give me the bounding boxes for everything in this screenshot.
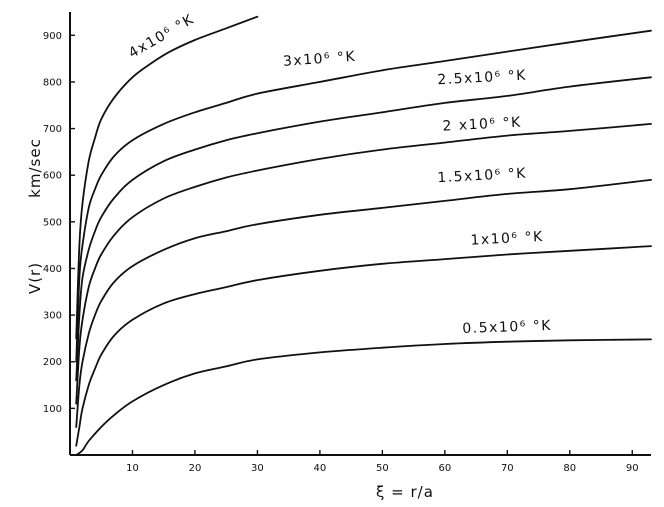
curve-labels: 4x10⁶ °K 3x10⁶ °K 2.5x10⁶ °K 2 x10⁶ °K 1.5x1… — [126, 11, 552, 337]
curve-label-3: 2.5x10⁶ °K — [437, 68, 527, 89]
x-tick-label: 50 — [376, 463, 389, 474]
curve-series-7 — [75, 338, 652, 456]
curve-series-3 — [75, 76, 652, 382]
y-tick-label: 200 — [43, 357, 62, 368]
x-tick-label: 40 — [314, 463, 327, 474]
x-ticks: 10 20 30 40 50 60 70 80 90 — [126, 450, 639, 474]
curve-series-5 — [75, 179, 652, 428]
y-axis-title-velocity: V(r) — [26, 262, 44, 294]
y-ticks: 100 200 300 400 500 600 700 800 900 — [43, 31, 75, 415]
curve-series-1 — [75, 15, 259, 340]
x-tick-label: 80 — [563, 463, 576, 474]
y-axis-title-units: km/sec — [26, 138, 44, 198]
curve-label-5: 1.5x10⁶ °K — [437, 166, 527, 187]
curve-label-6: 1x10⁶ °K — [470, 229, 544, 249]
y-tick-label: 100 — [43, 404, 62, 415]
y-tick-label: 400 — [43, 264, 62, 275]
y-tick-label: 600 — [43, 171, 62, 182]
curve-series-6 — [75, 245, 652, 447]
y-tick-label: 500 — [43, 217, 62, 228]
curve-label-7: 0.5x10⁶ °K — [462, 318, 552, 337]
curve-label-2: 3x10⁶ °K — [283, 49, 357, 70]
axes — [69, 12, 651, 456]
x-tick-label: 30 — [251, 463, 264, 474]
curve-series-2 — [75, 29, 652, 363]
curve-label-4: 2 x10⁶ °K — [442, 115, 522, 135]
y-tick-label: 700 — [43, 124, 62, 135]
x-tick-label: 20 — [189, 463, 202, 474]
x-tick-label: 70 — [501, 463, 514, 474]
curve-label-1: 4x10⁶ °K — [126, 11, 197, 61]
x-tick-label: 10 — [126, 463, 139, 474]
x-tick-label: 60 — [438, 463, 451, 474]
x-axis-title: ξ = r/a — [376, 483, 434, 501]
y-axis-title: V(r) km/sec — [26, 138, 44, 294]
y-tick-label: 300 — [43, 311, 62, 322]
y-tick-label: 800 — [43, 77, 62, 88]
curve-series-4 — [75, 123, 652, 405]
temperature-curves — [75, 15, 652, 456]
x-tick-label: 90 — [626, 463, 639, 474]
y-tick-label: 900 — [43, 31, 62, 42]
